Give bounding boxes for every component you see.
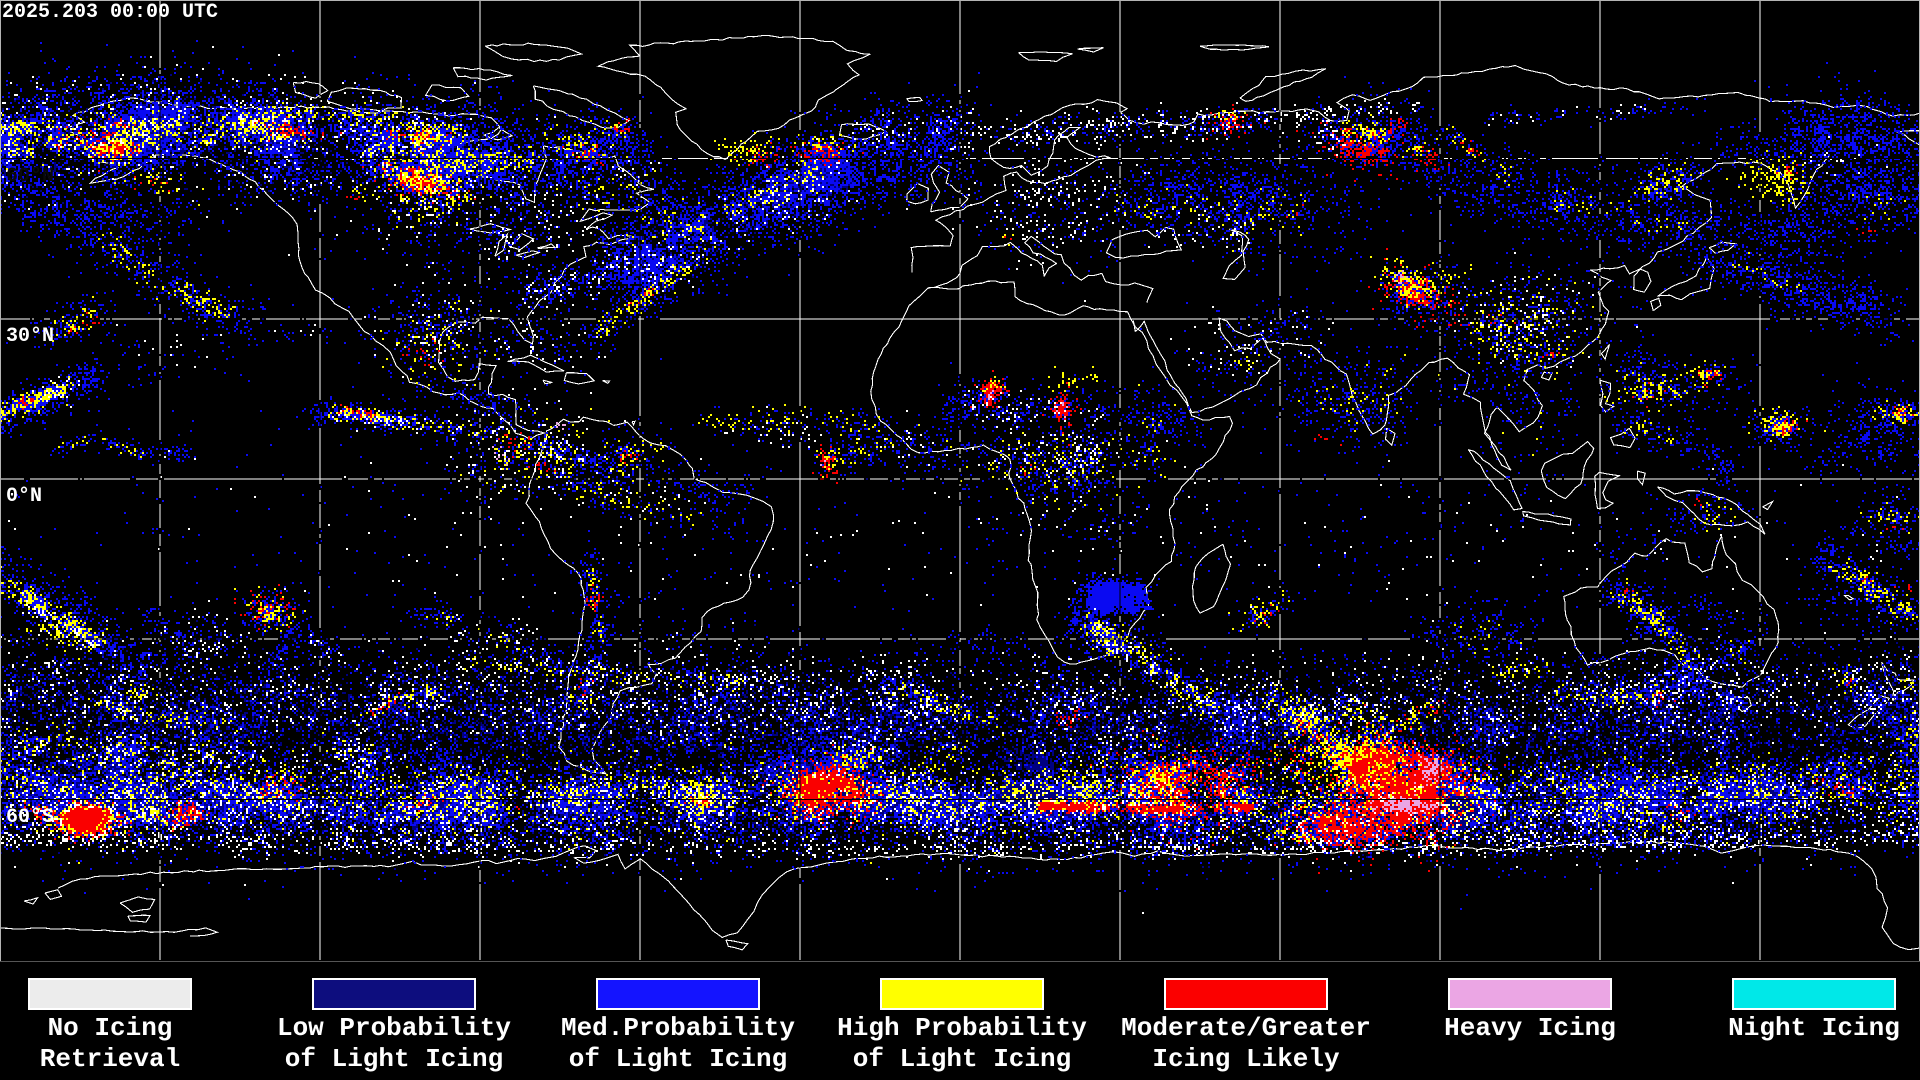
- svg-text:High Probability: High Probability: [837, 1013, 1087, 1043]
- svg-text:Med.Probability: Med.Probability: [561, 1013, 795, 1043]
- svg-text:Heavy Icing: Heavy Icing: [1444, 1013, 1616, 1043]
- svg-text:of Light Icing: of Light Icing: [285, 1044, 503, 1074]
- svg-text:60°S: 60°S: [6, 806, 54, 829]
- svg-text:Icing Likely: Icing Likely: [1152, 1044, 1340, 1074]
- svg-text:60°N: 60°N: [6, 165, 54, 188]
- svg-text:2025.203 00:00 UTC: 2025.203 00:00 UTC: [2, 1, 218, 24]
- svg-text:Retrieval: Retrieval: [40, 1044, 180, 1074]
- svg-text:Night Icing: Night Icing: [1728, 1013, 1900, 1043]
- svg-text:Low Probability: Low Probability: [277, 1013, 511, 1043]
- svg-text:No Icing: No Icing: [48, 1013, 173, 1043]
- svg-text:0°N: 0°N: [6, 485, 42, 508]
- svg-text:Moderate/Greater: Moderate/Greater: [1121, 1013, 1371, 1043]
- svg-text:30°N: 30°N: [6, 325, 54, 348]
- svg-text:of Light Icing: of Light Icing: [569, 1044, 787, 1074]
- svg-text:of Light Icing: of Light Icing: [853, 1044, 1071, 1074]
